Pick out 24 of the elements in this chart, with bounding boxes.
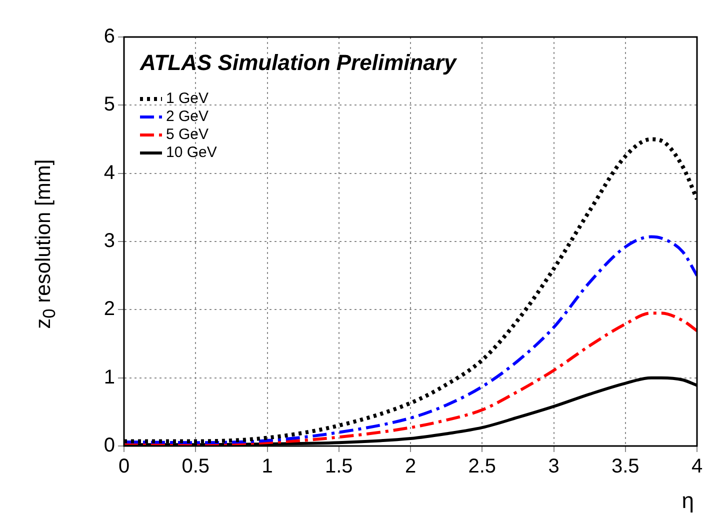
x-tick-label: 1.5 [324,456,353,478]
line-series [124,235,697,444]
legend-label: 1 GeV [166,90,209,108]
line-series [124,312,697,446]
x-tick-label: 0.5 [182,456,210,478]
y-tick-label: 2 [104,298,115,320]
y-tick-label: 5 [104,94,115,116]
y-tick-label: 3 [104,230,115,252]
x-tick-label: 3.5 [611,456,640,478]
x-tick-label: 1 [262,456,273,478]
x-tick-label: 2.5 [468,456,496,478]
legend-label: 10 GeV [166,144,217,162]
x-tick-label: 0 [118,456,130,478]
y-tick-label: 0 [104,434,115,457]
x-tick-label: 2 [404,456,416,478]
x-axis-title: η [682,488,694,514]
y-tick-label: 6 [104,26,115,48]
x-tick-label: 3 [548,456,560,478]
y-tick-label: 4 [104,162,115,184]
legend-label: 5 GeV [166,126,209,144]
legend-label: 2 GeV [166,108,209,126]
y-tick-label: 1 [104,366,115,388]
x-tick-label: 4 [691,456,703,478]
text: ATLAS Simulation Preliminary [139,50,458,75]
